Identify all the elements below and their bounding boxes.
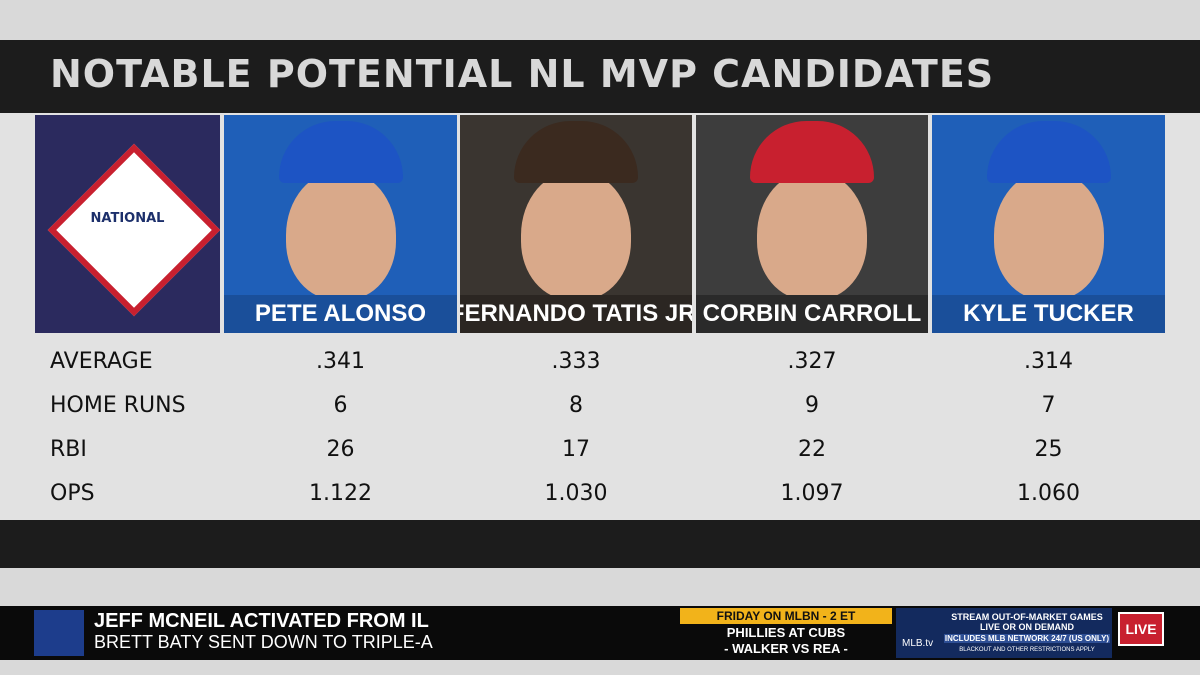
stat-value: .327 bbox=[787, 349, 837, 374]
player-face bbox=[993, 170, 1104, 300]
player-name: KYLE TUCKER bbox=[932, 295, 1165, 333]
player-name: FERNANDO TATIS JR. bbox=[460, 295, 692, 333]
stat-value: 7 bbox=[1041, 393, 1056, 418]
player-panel: CORBIN CARROLL bbox=[696, 115, 928, 333]
stat-value: 26 bbox=[326, 437, 355, 462]
title: NOTABLE POTENTIAL NL MVP CANDIDATES bbox=[50, 52, 995, 96]
stat-value: 1.030 bbox=[544, 481, 608, 506]
stat-value: 25 bbox=[1034, 437, 1063, 462]
stream-box bbox=[896, 608, 1112, 658]
ticker-headline: JEFF MCNEIL ACTIVATED FROM IL bbox=[94, 610, 429, 632]
promo-pitchers: - WALKER VS REA - bbox=[724, 641, 848, 656]
team-logo bbox=[34, 610, 84, 656]
player-cap bbox=[750, 121, 874, 183]
promo-title: FRIDAY ON MLBN - 2 ET bbox=[716, 609, 856, 623]
player-cap bbox=[986, 121, 1111, 183]
row-label: RBI bbox=[50, 437, 87, 462]
logo-diamond bbox=[47, 143, 220, 317]
row-label: AVERAGE bbox=[50, 349, 153, 374]
stat-value: 1.122 bbox=[309, 481, 372, 506]
stat-value: 17 bbox=[562, 437, 590, 462]
logo-text: NATIONAL bbox=[90, 211, 165, 226]
player-name: PETE ALONSO bbox=[224, 295, 457, 333]
stat-value: .341 bbox=[316, 349, 365, 374]
stream-4: BLACKOUT AND OTHER RESTRICTIONS APPLY bbox=[959, 647, 1095, 653]
player-face bbox=[285, 170, 396, 300]
player-face bbox=[757, 170, 867, 300]
stream-1: STREAM OUT-OF-MARKET GAMES bbox=[951, 612, 1103, 622]
player-cap bbox=[514, 121, 638, 183]
live-badge: LIVE bbox=[1118, 612, 1164, 646]
stat-value: 8 bbox=[569, 393, 583, 418]
stream-3: INCLUDES MLB NETWORK 24/7 (US ONLY) bbox=[944, 634, 1110, 643]
footer-bar bbox=[0, 520, 1200, 568]
stat-value: .333 bbox=[551, 349, 601, 374]
row-label: HOME RUNS bbox=[50, 393, 186, 418]
player-panel: FERNANDO TATIS JR. bbox=[460, 115, 692, 333]
promo-game: PHILLIES AT CUBS bbox=[726, 625, 846, 640]
stat-value: 1.097 bbox=[780, 481, 844, 506]
stat-value: 22 bbox=[798, 437, 826, 462]
stat-value: 9 bbox=[805, 393, 819, 418]
nl-logo-panel: NATIONAL bbox=[35, 115, 220, 333]
stat-value: 1.060 bbox=[1017, 481, 1080, 506]
title-bar bbox=[0, 40, 1200, 113]
player-panel: KYLE TUCKER bbox=[932, 115, 1165, 333]
row-label: OPS bbox=[50, 481, 95, 506]
ticker-subline: BRETT BATY SENT DOWN TO TRIPLE-A bbox=[94, 632, 433, 652]
stat-value: 6 bbox=[333, 393, 348, 418]
player-panel: PETE ALONSO bbox=[224, 115, 457, 333]
promo-band bbox=[680, 608, 892, 624]
stream-2: LIVE OR ON DEMAND bbox=[979, 622, 1074, 632]
mlbtv: MLB.tv bbox=[902, 638, 934, 649]
player-cap bbox=[278, 121, 403, 183]
stat-value: .314 bbox=[1024, 349, 1073, 374]
player-name: CORBIN CARROLL bbox=[696, 295, 928, 333]
player-face bbox=[521, 170, 631, 300]
